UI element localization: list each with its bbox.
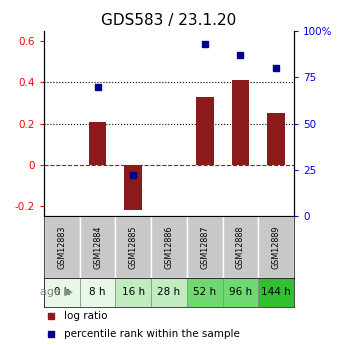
Text: GSM12887: GSM12887 xyxy=(200,225,209,269)
Bar xyxy=(187,278,223,307)
Text: age ▶: age ▶ xyxy=(40,287,73,297)
Text: percentile rank within the sample: percentile rank within the sample xyxy=(64,329,240,339)
Text: 16 h: 16 h xyxy=(122,287,145,297)
Text: GSM12885: GSM12885 xyxy=(129,225,138,269)
Bar xyxy=(44,278,80,307)
Text: 52 h: 52 h xyxy=(193,287,216,297)
Bar xyxy=(187,216,223,278)
Text: GSM12886: GSM12886 xyxy=(165,225,173,269)
Bar xyxy=(151,216,187,278)
Bar xyxy=(232,80,249,165)
Text: 96 h: 96 h xyxy=(229,287,252,297)
Bar xyxy=(223,278,258,307)
Bar xyxy=(115,216,151,278)
Text: 8 h: 8 h xyxy=(89,287,106,297)
Bar xyxy=(80,278,115,307)
Text: 0 h: 0 h xyxy=(54,287,70,297)
Bar xyxy=(44,216,80,278)
Bar xyxy=(124,165,142,210)
Bar xyxy=(258,278,294,307)
Text: GSM12889: GSM12889 xyxy=(272,225,281,269)
Text: 144 h: 144 h xyxy=(261,287,291,297)
Text: 28 h: 28 h xyxy=(158,287,180,297)
Bar xyxy=(258,216,294,278)
Bar xyxy=(89,122,106,165)
Bar xyxy=(267,113,285,165)
Bar xyxy=(115,278,151,307)
Text: GSM12888: GSM12888 xyxy=(236,225,245,269)
Title: GDS583 / 23.1.20: GDS583 / 23.1.20 xyxy=(101,13,237,29)
Bar xyxy=(151,278,187,307)
Text: GSM12883: GSM12883 xyxy=(57,225,66,269)
Bar xyxy=(223,216,258,278)
Text: GSM12884: GSM12884 xyxy=(93,225,102,269)
Text: log ratio: log ratio xyxy=(64,312,107,322)
Bar xyxy=(196,97,214,165)
Bar xyxy=(80,216,115,278)
